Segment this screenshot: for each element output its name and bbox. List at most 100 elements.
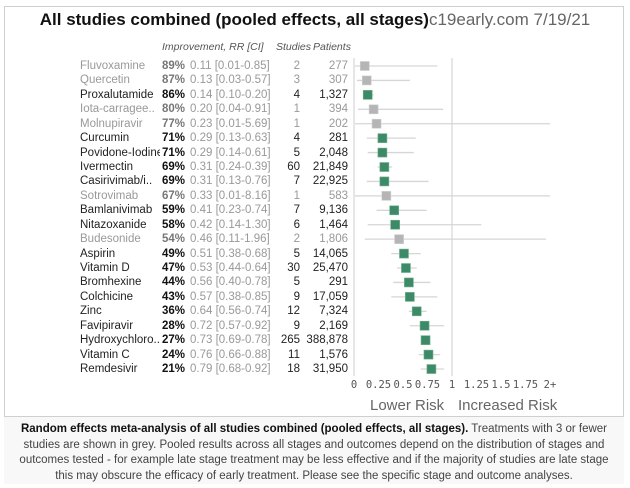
patients-count: 1,464 (319, 218, 348, 231)
improvement-value: 44% (162, 276, 186, 289)
point-estimate-marker (368, 104, 379, 115)
improvement-value: 43% (162, 290, 186, 303)
treatment-name: Colchicine (80, 290, 134, 303)
studies-count: 1 (293, 189, 300, 202)
treatment-name: Bromhexine (80, 276, 142, 289)
rr-ci-value: 0.73 [0.69-0.78] (190, 334, 271, 347)
point-estimate-marker (379, 162, 390, 172)
patients-count: 1,327 (319, 88, 348, 101)
studies-count: 265 (280, 334, 300, 347)
x-tick-label: 1.25 (464, 379, 489, 391)
rr-ci-value: 0.56 [0.40-0.78] (190, 276, 271, 289)
patients-count: 277 (328, 60, 348, 72)
x-tick-label: 0 (351, 379, 357, 391)
caption: Random effects meta-analysis of all stud… (4, 416, 624, 484)
treatment-name: Favipiravir (80, 319, 134, 332)
treatment-name: Sotrovimab (80, 189, 139, 202)
point-estimate-marker (381, 191, 392, 201)
studies-count: 1 (293, 103, 300, 116)
point-estimate-marker (426, 364, 437, 374)
studies-count: 7 (293, 204, 300, 217)
rr-ci-value: 0.53 [0.44-0.64] (190, 262, 271, 275)
figure-frame (4, 6, 624, 484)
studies-count: 5 (293, 146, 300, 159)
improvement-value: 27% (162, 334, 186, 347)
caption-text: Treatments with 3 or fewer studies are s… (19, 423, 609, 482)
studies-count: 9 (293, 319, 300, 332)
chart-title-main: All studies combined (pooled effects, al… (39, 10, 429, 29)
studies-count: 9 (293, 290, 300, 303)
point-estimate-marker (390, 219, 400, 230)
studies-count: 2 (293, 60, 300, 72)
header-patients: Patients (313, 41, 351, 53)
rr-ci-value: 0.79 [0.68-0.92] (190, 363, 271, 376)
rr-ci-value: 0.11 [0.01-0.85] (190, 60, 270, 72)
point-estimate-marker (389, 205, 399, 216)
x-tick-label: 1.75 (513, 379, 538, 391)
treatment-name: Nitazoxanide (80, 218, 147, 231)
patients-count: 17,059 (312, 290, 348, 303)
treatment-name: Remdesivir (80, 363, 138, 376)
improvement-value: 71% (162, 132, 186, 145)
treatment-name: Casirivimab/i.. (80, 175, 153, 188)
treatment-name: Zinc (80, 305, 102, 318)
x-label-increased-risk: Increased Risk (458, 397, 558, 414)
improvement-value: 89% (162, 60, 186, 72)
rr-ci-value: 0.29 [0.14-0.61] (190, 146, 271, 159)
improvement-value: 21% (162, 363, 186, 376)
patients-count: 388,878 (306, 334, 348, 347)
treatment-name: Molnupiravir (80, 117, 143, 130)
patients-count: 202 (328, 117, 348, 130)
patients-count: 2,048 (319, 146, 348, 159)
treatment-name: Fluvoxamine (80, 60, 146, 72)
studies-count: 6 (293, 218, 300, 231)
point-estimate-marker (404, 277, 414, 288)
rr-ci-value: 0.20 [0.04-0.91] (190, 103, 271, 116)
patients-count: 281 (328, 132, 348, 145)
rr-ci-value: 0.57 [0.38-0.85] (190, 290, 271, 303)
point-estimate-marker (394, 234, 404, 244)
treatment-name: Budesonide (80, 233, 141, 246)
patients-count: 1,806 (319, 233, 348, 246)
rr-ci-value: 0.42 [0.14-1.30] (190, 218, 271, 231)
x-tick-label: 0.5 (394, 379, 413, 391)
patients-count: 291 (328, 276, 348, 289)
studies-count: 12 (287, 305, 300, 318)
treatment-name: Proxalutamide (80, 88, 154, 101)
rr-ci-value: 0.23 [0.01-5.69] (190, 117, 271, 130)
point-estimate-marker (399, 248, 409, 259)
studies-count: 18 (287, 363, 300, 376)
point-estimate-marker (362, 90, 373, 100)
treatment-name: Povidone-Iodine (80, 146, 160, 159)
patients-count: 21,849 (312, 161, 348, 173)
patients-count: 583 (328, 189, 348, 202)
treatment-name: Hydroxychloro.. (80, 334, 160, 347)
studies-count: 11 (288, 348, 300, 361)
improvement-value: 67% (162, 189, 186, 202)
rr-ci-value: 0.41 [0.23-0.74] (190, 204, 271, 217)
rr-ci-value: 0.31 [0.13-0.76] (190, 175, 271, 188)
x-tick-label: 0.25 (366, 379, 391, 391)
improvement-value: 69% (162, 161, 186, 173)
point-estimate-marker (379, 176, 390, 187)
improvement-value: 28% (162, 319, 186, 332)
point-estimate-marker (377, 133, 388, 143)
header-improvement: Improvement, RR [CI] (162, 41, 264, 53)
studies-count: 7 (293, 175, 300, 188)
x-tick-label: 2+ (544, 379, 557, 391)
patients-count: 25,470 (312, 262, 348, 275)
point-estimate-marker (361, 75, 372, 86)
rr-ci-value: 0.51 [0.38-0.68] (190, 247, 271, 260)
rr-ci-value: 0.29 [0.13-0.63] (190, 132, 271, 145)
patients-count: 22,925 (312, 175, 348, 188)
patients-count: 9,136 (319, 204, 348, 217)
rr-ci-value: 0.64 [0.56-0.74] (190, 305, 271, 318)
rr-ci-value: 0.14 [0.10-0.20] (190, 88, 271, 101)
rr-ci-value: 0.33 [0.01-8.16] (190, 189, 271, 202)
studies-count: 2 (293, 233, 300, 246)
point-estimate-marker (419, 320, 430, 331)
caption-bold: Random effects meta-analysis of all stud… (20, 423, 469, 435)
point-estimate-marker (377, 147, 388, 158)
improvement-value: 36% (162, 305, 186, 318)
